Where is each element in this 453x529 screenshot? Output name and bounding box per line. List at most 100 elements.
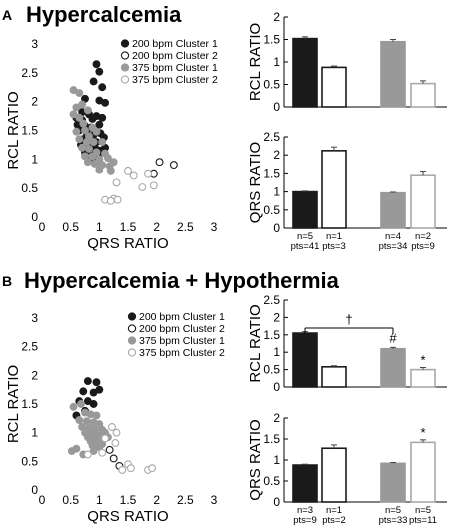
y-tick-label: 1 bbox=[273, 185, 280, 199]
bar bbox=[321, 150, 347, 229]
x-tick-label: 2 bbox=[153, 493, 160, 507]
data-point bbox=[72, 127, 81, 136]
data-point bbox=[113, 195, 122, 204]
bar bbox=[380, 40, 406, 108]
legend-marker bbox=[120, 75, 130, 84]
y-axis-label: RCL RATIO bbox=[5, 365, 22, 443]
y-axis-label: QRS RATIO bbox=[247, 142, 264, 223]
y-tick-label: 0 bbox=[273, 221, 280, 235]
y-tick-label: 2.5 bbox=[21, 340, 38, 354]
bar bbox=[321, 366, 347, 388]
y-tick-label: 0.5 bbox=[263, 78, 280, 92]
data-point bbox=[149, 181, 158, 190]
y-tick-label: 0.5 bbox=[21, 454, 38, 468]
legend-marker bbox=[127, 336, 137, 345]
legend-marker bbox=[120, 39, 130, 48]
data-point bbox=[111, 439, 120, 447]
data-point bbox=[95, 165, 104, 174]
count-label-n: n=5 bbox=[297, 231, 313, 242]
y-tick-label: 0 bbox=[31, 210, 38, 224]
y-tick-label: 1 bbox=[31, 426, 38, 440]
data-point bbox=[92, 378, 101, 387]
data-point bbox=[78, 143, 87, 152]
x-tick-label: 2.5 bbox=[177, 220, 194, 234]
data-point bbox=[112, 428, 121, 437]
y-tick-label: 2.5 bbox=[21, 66, 38, 80]
y-axis-label: RCL RATIO bbox=[5, 91, 22, 169]
panel-b-label: B bbox=[2, 273, 12, 289]
count-label-n: n=4 bbox=[385, 231, 401, 242]
x-axis-label: QRS RATIO bbox=[87, 508, 168, 525]
y-axis-label: RCL RATIO bbox=[247, 304, 264, 382]
data-point bbox=[89, 77, 98, 86]
y-tick-label: 1 bbox=[273, 453, 280, 467]
panel-a-title: Hypercalcemia bbox=[26, 2, 182, 27]
legend-label: 375 bpm Cluster 1 bbox=[139, 335, 225, 347]
hash-marker: # bbox=[389, 330, 397, 345]
x-tick-label: 2 bbox=[153, 220, 160, 234]
data-point bbox=[101, 98, 110, 107]
y-tick-label: 1.5 bbox=[263, 432, 280, 446]
bar-chart-a-rcl: 0 0.5 1 1.5 2 RCL RATIO bbox=[247, 10, 447, 114]
data-point bbox=[69, 402, 78, 411]
y-tick-label: 0.5 bbox=[263, 474, 280, 488]
data-point bbox=[83, 450, 92, 459]
data-point bbox=[79, 387, 88, 396]
legend-label: 375 bpm Cluster 1 bbox=[132, 62, 218, 74]
data-point bbox=[85, 145, 93, 153]
data-point bbox=[92, 127, 101, 136]
bar bbox=[292, 464, 318, 503]
data-point bbox=[109, 454, 118, 463]
data-point bbox=[82, 417, 91, 426]
bar bbox=[380, 191, 406, 229]
count-label-n: n=5 bbox=[385, 505, 401, 516]
data-point bbox=[98, 83, 107, 92]
panel-b-title: Hypercalcemia + Hypothermia bbox=[24, 268, 340, 293]
data-point bbox=[75, 89, 84, 97]
x-tick-label: 0 bbox=[39, 220, 46, 234]
data-point bbox=[78, 100, 87, 109]
data-point bbox=[79, 119, 88, 128]
data-point bbox=[75, 113, 84, 122]
x-tick-label: 1.5 bbox=[120, 493, 137, 507]
y-tick-label: 2.5 bbox=[263, 293, 280, 307]
count-label-n: n=5 bbox=[415, 505, 431, 516]
data-point bbox=[95, 385, 104, 394]
legend-marker bbox=[127, 312, 137, 321]
data-point bbox=[107, 422, 116, 431]
y-tick-label: 0 bbox=[31, 483, 38, 497]
y-tick-label: 2 bbox=[31, 368, 38, 382]
data-point bbox=[95, 67, 104, 76]
count-label-pts: pts=11 bbox=[409, 515, 437, 526]
star-marker: * bbox=[420, 425, 425, 440]
bar bbox=[292, 190, 318, 229]
x-tick-label: 1 bbox=[96, 220, 103, 234]
data-point bbox=[103, 154, 112, 163]
data-point bbox=[126, 464, 135, 473]
data-point bbox=[81, 126, 89, 135]
data-point bbox=[83, 106, 92, 115]
data-point bbox=[148, 464, 157, 473]
count-label-pts: pts=33 bbox=[379, 515, 408, 526]
y-axis-label: RCL RATIO bbox=[247, 23, 264, 101]
y-tick-label: 2 bbox=[31, 95, 38, 109]
bar bbox=[410, 368, 436, 388]
y-axis-label: QRS RATIO bbox=[247, 419, 264, 500]
data-point bbox=[129, 171, 138, 180]
data-point bbox=[82, 138, 91, 146]
y-tick-label: 1 bbox=[31, 152, 38, 166]
data-point bbox=[169, 161, 178, 170]
data-point bbox=[138, 183, 147, 191]
data-point bbox=[112, 178, 121, 187]
data-point bbox=[98, 138, 107, 146]
data-point bbox=[106, 166, 115, 175]
y-tick-label: 3 bbox=[31, 311, 38, 325]
data-point bbox=[92, 411, 101, 420]
legend-marker bbox=[120, 63, 130, 72]
data-point bbox=[106, 196, 115, 205]
data-point bbox=[98, 113, 107, 122]
y-tick-label: 2 bbox=[273, 411, 280, 425]
